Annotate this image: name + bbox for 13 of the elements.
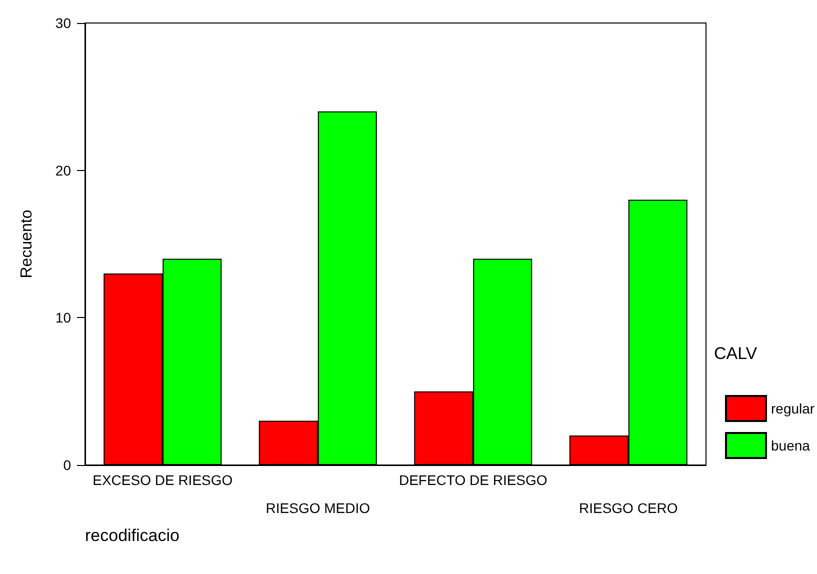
y-tick-label: 20 <box>55 162 72 178</box>
legend-label: regular <box>771 400 815 416</box>
legend-label: buena <box>771 438 810 454</box>
x-axis-title: recodificacio <box>85 526 180 545</box>
x-tick-label: RIESGO CERO <box>578 500 678 516</box>
y-tick-label: 30 <box>55 15 72 31</box>
y-axis-title: Recuento <box>18 210 36 278</box>
y-tick-label: 0 <box>63 457 72 473</box>
y-tick-label: 10 <box>55 310 72 326</box>
legend-title: CALV <box>714 344 758 363</box>
x-tick-label: RIESGO MEDIO <box>266 500 370 516</box>
x-tick-label: EXCESO DE RIESGO <box>92 472 233 488</box>
x-tick-label: DEFECTO DE RIESGO <box>398 472 548 488</box>
